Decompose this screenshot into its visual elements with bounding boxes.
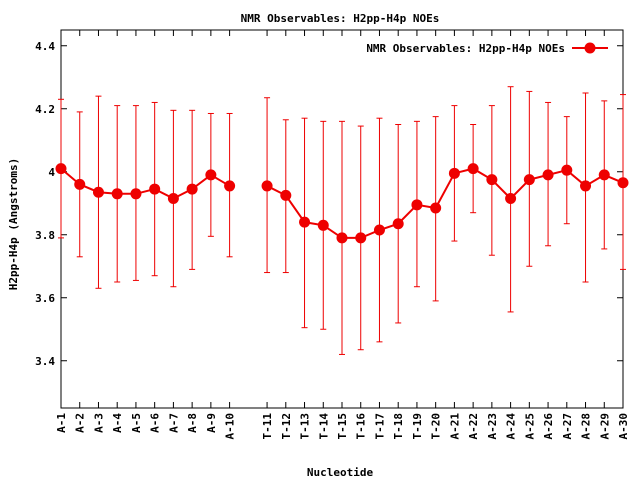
- x-tick-label: A-7: [167, 413, 180, 433]
- x-tick-label: A-8: [186, 413, 199, 433]
- x-tick-label: A-4: [111, 413, 124, 433]
- data-point: [74, 178, 86, 190]
- data-point: [392, 218, 404, 230]
- x-tick-label: A-27: [561, 413, 574, 440]
- x-axis: A-1 A-2 A-3 A-4 A-5 A-6 A-7 A-8 A-9 A-10 T-11 T-12 T…: [55, 30, 630, 440]
- x-tick-label: T-15: [336, 413, 349, 440]
- data-point: [336, 232, 348, 244]
- x-tick-label: A-28: [580, 413, 593, 440]
- data-point: [167, 193, 179, 205]
- data-point: [224, 180, 236, 192]
- data-point: [448, 167, 460, 179]
- x-tick-label: A-1: [55, 413, 68, 433]
- x-tick-label: A-6: [149, 413, 162, 433]
- data-point: [373, 224, 385, 236]
- data-point: [617, 177, 629, 189]
- x-tick-label: T-13: [299, 413, 312, 440]
- x-tick-label: A-5: [130, 413, 143, 433]
- legend-swatch-marker: [584, 42, 596, 54]
- data-point: [92, 186, 104, 198]
- data-point: [55, 163, 67, 175]
- x-tick-label: A-30: [617, 413, 630, 440]
- y-tick-label: 4.2: [35, 103, 55, 116]
- y-tick-label: 3.6: [35, 292, 55, 305]
- x-tick-label: A-23: [486, 413, 499, 440]
- data-point: [580, 180, 592, 192]
- x-axis-label: Nucleotide: [307, 466, 374, 479]
- x-tick-label: T-20: [430, 413, 443, 440]
- data-point: [186, 183, 198, 195]
- data-point: [317, 219, 329, 231]
- data-point: [486, 174, 498, 186]
- y-axis: 3.4 3.6 3.8 4 4.2 4.4: [35, 40, 623, 368]
- data-point: [523, 174, 535, 186]
- data-point: [467, 163, 479, 175]
- x-tick-label: T-11: [261, 413, 274, 440]
- y-axis-label: H2pp-H4p (Angstroms): [7, 158, 20, 290]
- legend-label: NMR Observables: H2pp-H4p NOEs: [366, 42, 565, 55]
- x-tick-label: A-24: [505, 413, 518, 440]
- x-tick-label: A-26: [542, 413, 555, 440]
- x-tick-label: A-9: [205, 413, 218, 433]
- x-tick-label: A-29: [598, 413, 611, 440]
- chart-title: NMR Observables: H2pp-H4p NOEs: [241, 12, 440, 25]
- series-line-segment-1: [60, 167, 231, 200]
- x-tick-label: A-22: [467, 413, 480, 440]
- data-point: [280, 189, 292, 201]
- y-tick-label: 4: [48, 166, 55, 179]
- data-point: [411, 199, 423, 211]
- data-point: [505, 193, 517, 205]
- legend: NMR Observables: H2pp-H4p NOEs: [366, 42, 608, 55]
- data-point: [542, 169, 554, 181]
- data-point: [130, 188, 142, 200]
- x-tick-label: A-21: [448, 413, 461, 440]
- x-tick-label: T-16: [355, 413, 368, 440]
- data-point: [598, 169, 610, 181]
- data-point: [261, 180, 273, 192]
- data-point: [299, 216, 311, 228]
- data-point: [430, 202, 442, 214]
- x-tick-label: A-3: [92, 413, 105, 433]
- y-tick-label: 4.4: [35, 40, 55, 53]
- data-point: [149, 183, 161, 195]
- x-tick-label: T-12: [280, 413, 293, 440]
- data-point: [355, 232, 367, 244]
- x-tick-label: A-2: [74, 413, 87, 433]
- data-point: [561, 164, 573, 176]
- y-tick-label: 3.4: [35, 355, 55, 368]
- x-tick-label: A-10: [224, 413, 237, 440]
- x-tick-label: T-17: [373, 413, 386, 440]
- data-series: [55, 86, 629, 355]
- x-tick-label: T-18: [392, 413, 405, 440]
- x-tick-label: A-25: [523, 413, 536, 440]
- data-point: [111, 188, 123, 200]
- x-tick-label: T-19: [411, 413, 424, 440]
- data-point: [205, 169, 217, 181]
- x-tick-label: T-14: [317, 413, 330, 440]
- y-tick-label: 3.8: [35, 229, 55, 242]
